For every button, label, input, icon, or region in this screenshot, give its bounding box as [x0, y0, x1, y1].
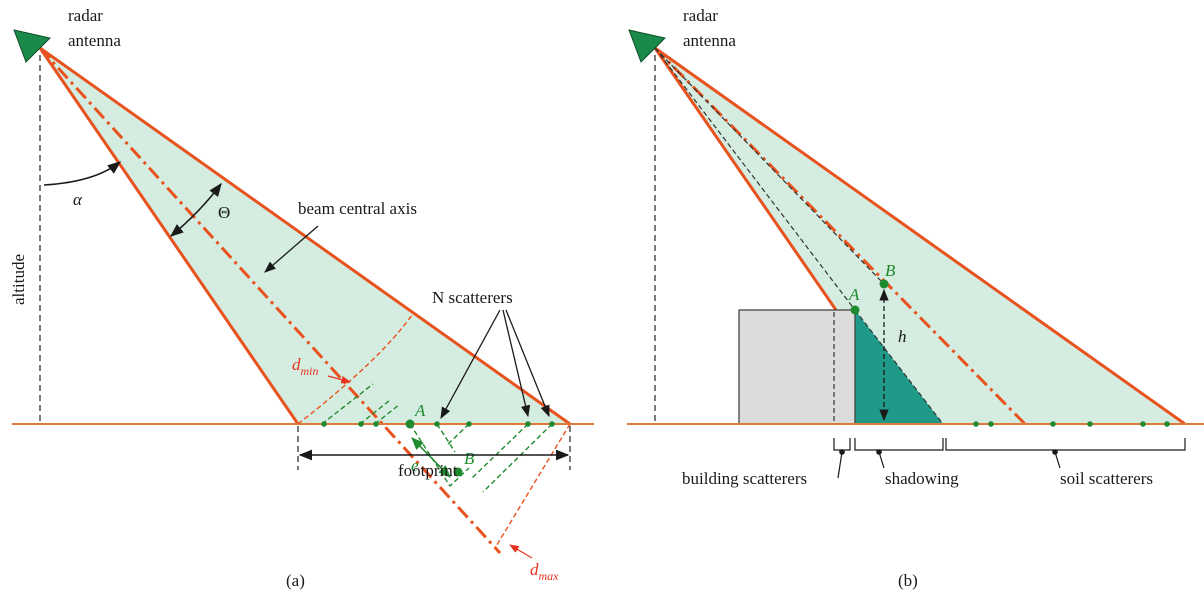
soil-bracket [945, 438, 1186, 451]
theta-label: Θ [218, 203, 230, 222]
point-a-label: A [414, 401, 426, 420]
scatterer-dot [1087, 421, 1093, 427]
range-line-b4 [471, 423, 529, 479]
e-label: e [411, 456, 419, 475]
n-pointer-3 [505, 309, 550, 418]
shadow-ray [854, 309, 944, 425]
dmin-arc [297, 314, 413, 425]
range-line-b3 [445, 423, 470, 447]
alpha-arc [43, 161, 122, 186]
range-arc-2 [359, 399, 391, 425]
range-arc-3 [374, 403, 401, 425]
point-b-label: B [464, 449, 475, 468]
n-pointer-1 [440, 309, 501, 420]
beam-edge-left [653, 47, 838, 311]
range-line-b2 [436, 423, 456, 453]
scatterer-dot [1050, 421, 1056, 427]
radar-label-line2: antenna [68, 31, 121, 50]
altitude-label: altitude [9, 254, 28, 305]
scatterer-dot [434, 421, 440, 427]
scatterer-dot [988, 421, 994, 427]
scatterer-dot [549, 421, 555, 427]
dmax-arc [494, 423, 571, 549]
n-pointer-2 [502, 309, 531, 418]
shadowing-label: shadowing [885, 469, 959, 488]
radar-label-line1: radar [68, 6, 103, 25]
scatterer-dot [373, 421, 379, 427]
dmin-pointer [327, 375, 351, 384]
beam-central-axis [653, 46, 1027, 426]
panel-a: altitude radar antenna α Θ beam central … [9, 6, 594, 590]
building-scatterers-label: building scatterers [682, 469, 807, 488]
n-scatterers-label: N scatterers [432, 288, 513, 307]
beam-edge-right [39, 46, 571, 426]
beam-edge-right [654, 46, 1186, 426]
scatterer-dot [525, 421, 531, 427]
radar-label-line1: radar [683, 6, 718, 25]
panel-b: radar antenna h A B building scatterers … [627, 6, 1204, 590]
dmax-label: dmax [530, 560, 559, 583]
beam-axis-label: beam central axis [298, 199, 417, 218]
ray-to-b [654, 47, 885, 285]
footprint-label: footprint [398, 461, 458, 480]
beam-axis-pointer [264, 225, 319, 273]
dmin-label: dmin [292, 355, 319, 378]
shadow-leader [878, 451, 885, 469]
scatterer-dot [1164, 421, 1170, 427]
beam-edge-left [38, 47, 300, 425]
radar-antenna-icon [628, 29, 666, 63]
caption-b: (b) [898, 571, 918, 590]
caption-a: (a) [286, 571, 305, 590]
scatterer-dot [1140, 421, 1146, 427]
alpha-label: α [73, 190, 83, 209]
point-b-dot [453, 467, 463, 477]
ray-to-a [654, 47, 856, 311]
soil-scatterers-label: soil scatterers [1060, 469, 1153, 488]
point-a-dot [405, 419, 415, 429]
scatterer-dot [321, 421, 327, 427]
building [738, 309, 856, 425]
point-b-dot [879, 279, 889, 289]
h-label: h [898, 327, 907, 346]
point-b-label: B [885, 261, 896, 280]
point-a-label: A [848, 285, 860, 304]
scatterer-dot [358, 421, 364, 427]
building-leader [837, 451, 843, 479]
point-a-dot [850, 305, 860, 315]
dmax-pointer [509, 544, 533, 559]
radar-antenna-icon [13, 29, 51, 63]
range-arc-1 [321, 383, 374, 425]
theta-arc [169, 182, 222, 237]
scatterer-dot [466, 421, 472, 427]
scatterer-dot [973, 421, 979, 427]
radar-label-line2: antenna [683, 31, 736, 50]
shadow-bracket [854, 438, 944, 451]
building-bracket [833, 438, 851, 451]
soil-leader [1054, 451, 1061, 469]
